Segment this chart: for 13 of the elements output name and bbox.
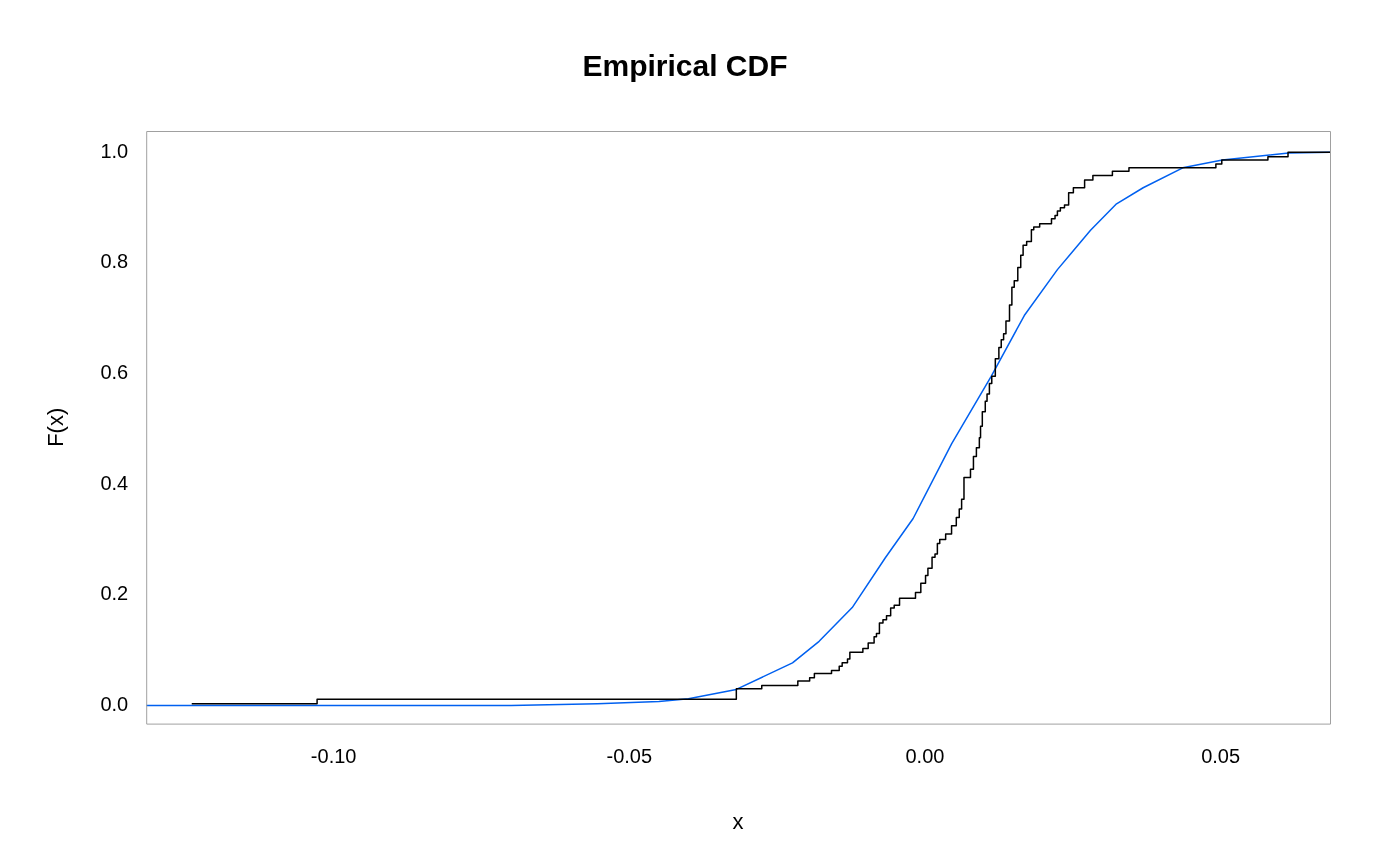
y-tick-label: 0.8 (100, 250, 129, 273)
y-axis-title: F(x) (43, 407, 69, 447)
x-tick-label: 0.00 (905, 745, 945, 768)
y-tick-label: 1.0 (100, 139, 129, 162)
x-tick-label: -0.05 (606, 745, 653, 768)
y-tick-label: 0.0 (100, 692, 129, 715)
x-tick-label: -0.10 (310, 745, 357, 768)
x-tick-label: 0.05 (1201, 745, 1241, 768)
y-tick-label: 0.6 (100, 361, 129, 384)
chart-title: Empirical CDF (582, 49, 788, 83)
y-tick-label: 0.2 (100, 582, 129, 605)
y-tick-label: 0.4 (100, 471, 129, 494)
x-axis-title: x (732, 808, 744, 834)
